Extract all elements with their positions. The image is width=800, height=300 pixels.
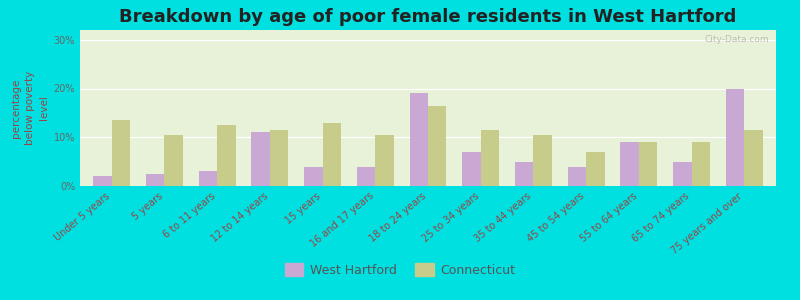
Legend: West Hartford, Connecticut: West Hartford, Connecticut: [280, 258, 520, 282]
Bar: [112, 120, 130, 186]
Bar: [270, 130, 288, 186]
Bar: [692, 142, 710, 186]
Bar: [251, 132, 270, 186]
Bar: [534, 135, 552, 186]
Bar: [726, 88, 744, 186]
Bar: [146, 174, 164, 186]
Text: City-Data.com: City-Data.com: [705, 35, 769, 44]
Bar: [621, 142, 639, 186]
Bar: [481, 130, 499, 186]
Bar: [515, 162, 534, 186]
Bar: [586, 152, 605, 186]
Title: Breakdown by age of poor female residents in West Hartford: Breakdown by age of poor female resident…: [119, 8, 737, 26]
Bar: [639, 142, 658, 186]
Bar: [428, 106, 446, 186]
Bar: [357, 167, 375, 186]
Bar: [304, 167, 322, 186]
Bar: [93, 176, 112, 186]
Bar: [164, 135, 183, 186]
Bar: [375, 135, 394, 186]
Y-axis label: percentage
below poverty
level: percentage below poverty level: [11, 71, 50, 145]
Bar: [217, 125, 235, 186]
Bar: [198, 171, 217, 186]
Bar: [462, 152, 481, 186]
Bar: [322, 123, 341, 186]
Bar: [673, 162, 692, 186]
Bar: [568, 167, 586, 186]
Bar: [744, 130, 763, 186]
Bar: [410, 93, 428, 186]
